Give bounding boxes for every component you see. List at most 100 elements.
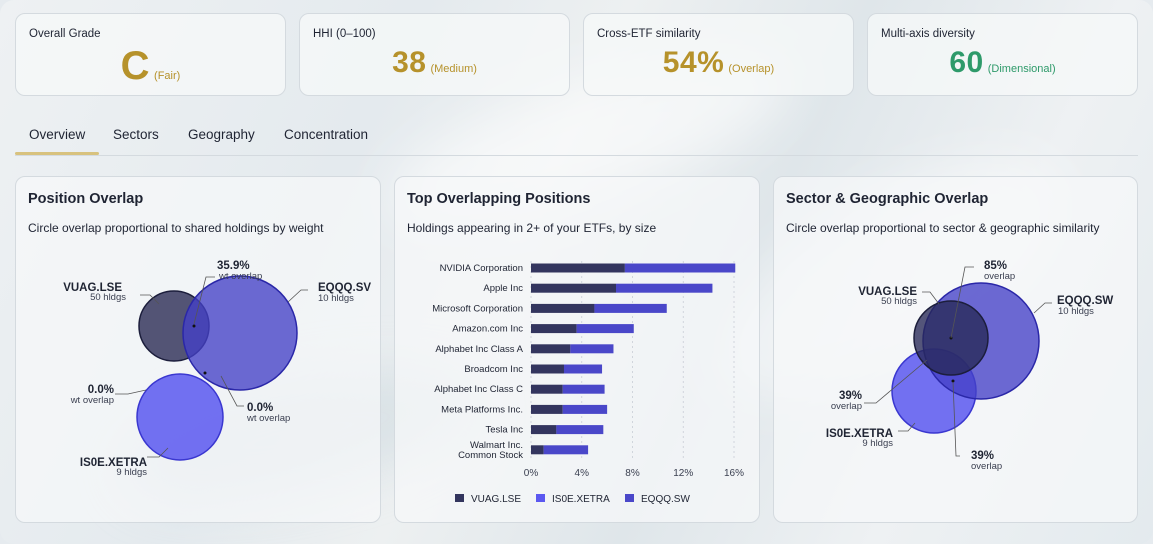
overlap-bar-chart: 0% 4% 8% 12% 16% NVIDIA Corporation Apple Inc M… <box>432 261 744 505</box>
overlap-point <box>203 371 207 375</box>
etf-holdings: 9 hldgs <box>862 438 893 449</box>
top-overlapping-card: Top Overlapping Positions Holdings appea… <box>394 176 760 523</box>
etf-holdings: 10 hldgs <box>318 293 354 304</box>
card-title: Top Overlapping Positions <box>407 191 591 207</box>
overlap-value: 39% <box>971 450 994 462</box>
etf-holdings: 9 hldgs <box>116 467 147 478</box>
category-label: Amazon.com Inc <box>452 324 523 335</box>
position-venn-diagram: VUAG.LSE 50 hldgs EQQQ.SV 10 hldgs IS0E.… <box>63 260 371 478</box>
etf-name: VUAG.LSE <box>63 282 122 294</box>
bar-segment <box>531 425 557 435</box>
bar-segment <box>562 384 605 394</box>
bar-segment <box>570 344 614 354</box>
kpi-value: C <box>120 44 151 88</box>
kpi-qualifier: (Medium) <box>430 63 477 75</box>
kpi-card-cross-etf-similarity: Cross-ETF similarity 54% (Overlap) <box>583 13 854 96</box>
overlap-label: overlap <box>984 271 1015 282</box>
category-label: Microsoft Corporation <box>432 303 523 314</box>
etf-holdings: 10 hldgs <box>1058 306 1094 317</box>
sector-geo-overlap-card: Sector & Geographic Overlap Circle overl… <box>773 176 1138 523</box>
kpi-card-hhi: HHI (0–100) 38 (Medium) <box>299 13 570 96</box>
bar-segment <box>576 324 634 334</box>
kpi-qualifier: (Dimensional) <box>987 63 1056 75</box>
overlap-label: overlap <box>971 461 1002 472</box>
etf-holdings: 50 hldgs <box>90 292 126 303</box>
tab-overview[interactable]: Overview <box>29 127 86 142</box>
card-title: Sector & Geographic Overlap <box>786 191 989 207</box>
kpi-card-multi-axis-diversity: Multi-axis diversity 60 (Dimensional) <box>867 13 1138 96</box>
kpi-label: Overall Grade <box>29 28 101 40</box>
overlap-point <box>192 324 196 328</box>
card-subtitle: Holdings appearing in 2+ of your ETFs, b… <box>407 221 657 235</box>
legend-swatch <box>625 494 634 502</box>
etf-name: VUAG.LSE <box>858 286 917 298</box>
legend-label: VUAG.LSE <box>471 494 521 505</box>
card-subtitle: Circle overlap proportional to shared ho… <box>28 221 324 235</box>
bar-segment <box>531 344 571 354</box>
bar-segment <box>616 283 713 293</box>
etf-name: EQQQ.SW <box>1057 295 1113 307</box>
category-label: NVIDIA Corporation <box>440 263 523 274</box>
leader-lines <box>864 266 1052 457</box>
bar-segment <box>531 283 617 293</box>
bar-segment <box>556 425 604 435</box>
overlap-value: 39% <box>839 390 862 402</box>
bar-segment <box>562 404 608 414</box>
x-tick-label: 4% <box>575 468 590 479</box>
overlap-value: 0.0% <box>88 384 114 396</box>
kpi-qualifier: (Fair) <box>154 70 181 82</box>
kpi-label: Cross-ETF similarity <box>597 28 701 40</box>
legend-swatch <box>455 494 464 502</box>
category-label: Apple Inc <box>483 283 523 294</box>
overlap-value: 35.9% <box>217 260 250 272</box>
bar-segment <box>531 324 577 334</box>
legend-label: IS0E.XETRA <box>552 494 610 505</box>
position-overlap-card: Position Overlap Circle overlap proporti… <box>15 176 381 523</box>
category-label: Walmart Inc. <box>470 440 523 451</box>
category-label: Common Stock <box>458 450 523 461</box>
tab-sectors[interactable]: Sectors <box>113 127 159 142</box>
bar-segment <box>531 364 564 374</box>
category-label: Meta Platforms Inc. <box>441 404 523 415</box>
leader-lines <box>115 276 308 458</box>
bar-segment <box>563 364 603 374</box>
overlap-label: wt overlap <box>246 413 290 424</box>
etf-name: IS0E.XETRA <box>826 428 893 440</box>
overlap-label: wt overlap <box>218 271 262 282</box>
tab-bar: Overview Sectors Geography Concentration <box>15 120 1138 156</box>
bar-segment <box>531 263 625 273</box>
card-title: Position Overlap <box>28 191 144 207</box>
x-tick-label: 12% <box>673 468 693 479</box>
bar-segment <box>531 445 544 455</box>
etf-name: EQQQ.SV <box>318 282 371 294</box>
etf-holdings: 50 hldgs <box>881 296 917 307</box>
etf-name: IS0E.XETRA <box>80 457 147 469</box>
legend-label: EQQQ.SW <box>641 494 690 505</box>
legend-swatch <box>536 494 545 502</box>
bar-segment <box>543 445 589 455</box>
overlap-value: 0.0% <box>247 402 273 414</box>
kpi-label: HHI (0–100) <box>313 28 376 40</box>
card-subtitle: Circle overlap proportional to sector & … <box>786 221 1100 235</box>
kpi-value: 60 <box>949 46 984 79</box>
bar-segment <box>624 263 736 273</box>
kpi-label: Multi-axis diversity <box>881 28 975 40</box>
bar-segment <box>531 404 563 414</box>
kpi-card-overall-grade: Overall Grade C (Fair) <box>15 13 286 96</box>
venn-circle-eqqq[interactable] <box>182 275 298 391</box>
category-label: Broadcom Inc <box>464 364 523 375</box>
category-label: Tesla Inc <box>486 425 524 436</box>
overlap-label: overlap <box>831 401 862 412</box>
sector-geo-venn-diagram: VUAG.LSE 50 hldgs EQQQ.SW 10 hldgs IS0E.… <box>826 260 1113 472</box>
tab-geography[interactable]: Geography <box>188 127 255 142</box>
kpi-value: 38 <box>392 46 427 79</box>
tab-concentration[interactable]: Concentration <box>284 127 369 142</box>
bar-segment <box>594 303 667 313</box>
venn-circle-is0e[interactable] <box>136 373 224 461</box>
x-tick-label: 16% <box>724 468 744 479</box>
x-tick-label: 0% <box>524 468 539 479</box>
category-label: Alphabet Inc Class A <box>435 344 523 355</box>
overlap-value: 85% <box>984 260 1007 272</box>
overlap-label: wt overlap <box>70 395 114 406</box>
